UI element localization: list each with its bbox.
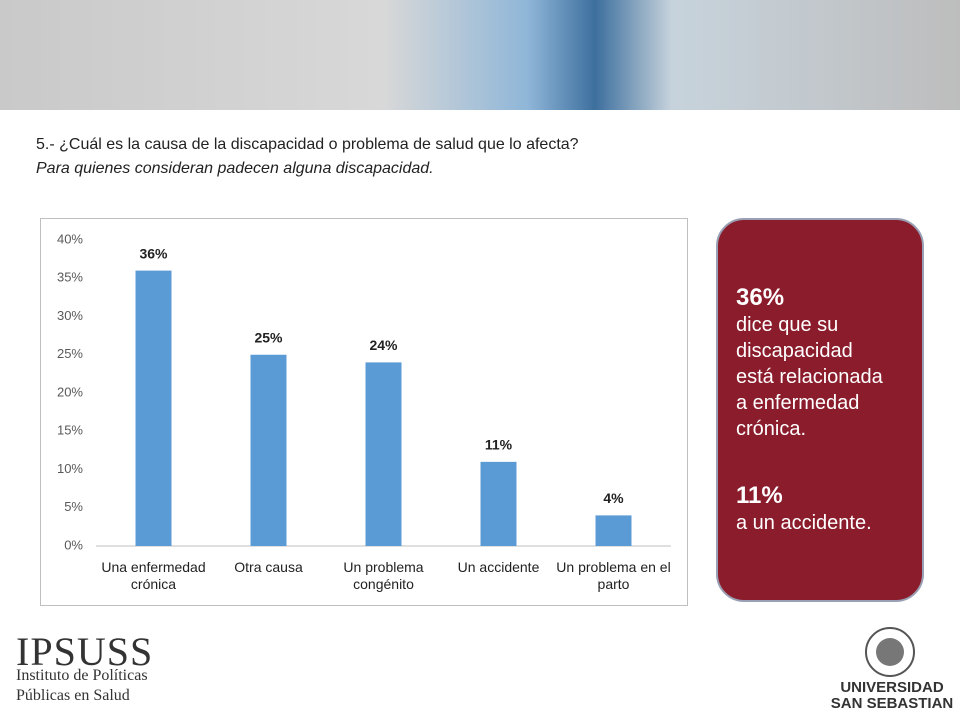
callout-line: discapacidad [736, 340, 853, 362]
ipsuss-line: Públicas en Salud [16, 687, 130, 704]
y-tick-label: 30% [57, 308, 83, 323]
question-title: 5.- ¿Cuál es la causa de la discapacidad… [36, 136, 579, 153]
y-tick-label: 25% [57, 346, 83, 361]
university-logo: UNIVERSIDAD SAN SEBASTIAN [830, 680, 954, 712]
value-label: 11% [485, 437, 513, 453]
value-label: 24% [369, 337, 398, 353]
value-label: 4% [603, 490, 624, 506]
callout-line: está relacionada [736, 366, 883, 388]
bar [135, 270, 172, 546]
callout-block: 36% dice que su discapacidad está relaci… [736, 284, 883, 442]
chart: 0% 5% 10% 15% 20% 25% 30% 35% 40% 36% 25% 24% 11% 4% … [40, 218, 688, 606]
value-label: 36% [139, 245, 168, 261]
x-tick-label: Un problema congénito [343, 559, 424, 592]
bar [365, 362, 402, 546]
y-tick-label: 35% [57, 270, 83, 285]
chart-svg: 0% 5% 10% 15% 20% 25% 30% 35% 40% 36% 25% 24% 11% 4% [57, 231, 671, 552]
callout-value: 36% [736, 284, 785, 311]
bar [595, 515, 632, 546]
university-line: UNIVERSIDAD [840, 679, 944, 696]
callout-line: crónica. [736, 418, 807, 440]
callout-line: dice que su [736, 314, 839, 336]
y-tick-label: 15% [57, 423, 83, 438]
y-tick-label: 10% [57, 461, 83, 476]
header-photo [0, 0, 960, 110]
bar [250, 354, 287, 546]
y-tick-label: 40% [57, 231, 83, 246]
x-tick-label: Un problema en el parto [556, 559, 671, 592]
ipsuss-logo: IPSUSS [16, 629, 154, 674]
callout-line: a un accidente. [736, 512, 872, 534]
y-tick-label: 5% [64, 499, 83, 514]
x-tick-label: Un accidente [457, 559, 540, 575]
bar [480, 461, 517, 546]
callout-block: 11% a un accidente. [736, 482, 872, 536]
question-subtitle: Para quienes consideran padecen alguna d… [36, 160, 434, 177]
ipsuss-line: Instituto de Políticas [16, 667, 148, 684]
callout-line: a enfermedad [736, 392, 860, 414]
university-crest [865, 627, 915, 677]
callout: 36% dice que su discapacidad está relaci… [716, 218, 924, 602]
ipsuss-subtitle: Instituto de Políticas Públicas en Salud [16, 666, 148, 706]
university-line: SAN SEBASTIAN [830, 695, 954, 712]
value-label: 25% [254, 329, 283, 345]
x-tick-label: Una enfermedad crónica [101, 559, 206, 592]
y-tick-label: 20% [57, 384, 83, 399]
y-tick-label: 0% [64, 537, 83, 552]
x-tick-label: Otra causa [234, 559, 303, 575]
callout-value: 11% [736, 482, 783, 509]
